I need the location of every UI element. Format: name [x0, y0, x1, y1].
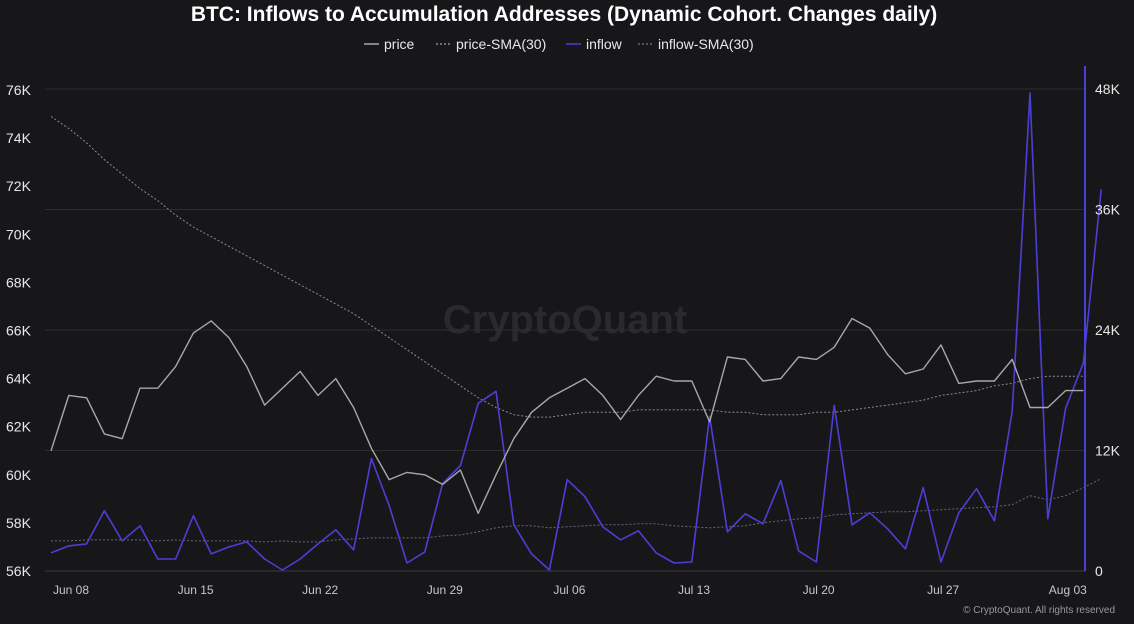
series-line-price — [50, 317, 1084, 514]
series-line-inflow-sma-30 — [51, 478, 1102, 543]
legend-label: inflow — [586, 36, 623, 52]
x-tick-label: Jun 08 — [53, 583, 89, 597]
x-tick-label: Jun 15 — [178, 583, 214, 597]
plot-area — [50, 92, 1102, 571]
x-tick-label: Jun 22 — [302, 583, 338, 597]
legend-label: inflow-SMA(30) — [658, 36, 754, 52]
series-line-inflow — [50, 92, 1102, 571]
x-tick-label: Jul 27 — [927, 583, 959, 597]
legend: price price-SMA(30) inflow inflow-SMA(30) — [364, 36, 754, 52]
y-right-tick-label: 24K — [1095, 322, 1121, 338]
copyright-notice: © CryptoQuant. All rights reserved — [963, 605, 1115, 616]
y-left-tick-label: 66K — [6, 323, 32, 339]
watermark: CryptoQuant — [443, 298, 687, 342]
y-left-tick-label: 72K — [6, 178, 32, 194]
y-right-tick-label: 12K — [1095, 443, 1121, 459]
y-left-tick-label: 64K — [6, 371, 32, 387]
axes: 56K 58K 60K 62K 64K 66K 68K 70K 72K 74K 76K 0 12K 24K… — [6, 66, 1121, 597]
y-left-tick-label: 56K — [6, 563, 32, 579]
y-left-tick-label: 76K — [6, 82, 32, 98]
legend-label: price-SMA(30) — [456, 36, 546, 52]
chart-title: BTC: Inflows to Accumulation Addresses (… — [191, 3, 937, 26]
y-left-tick-label: 74K — [6, 130, 32, 146]
y-left-tick-label: 62K — [6, 419, 32, 435]
y-right-tick-label: 48K — [1095, 81, 1121, 97]
y-right-tick-label: 36K — [1095, 202, 1121, 218]
y-left-tick-label: 70K — [6, 226, 32, 242]
x-tick-label: Jul 06 — [553, 583, 585, 597]
legend-label: price — [384, 36, 415, 52]
x-tick-label: Jul 20 — [803, 583, 835, 597]
x-tick-label: Aug 03 — [1049, 583, 1087, 597]
gridlines — [45, 88, 1085, 451]
y-left-tick-label: 58K — [6, 515, 32, 531]
series-line-price-sma-30 — [50, 116, 1084, 418]
y-left-tick-label: 60K — [6, 467, 32, 483]
y-left-tick-label: 68K — [6, 274, 32, 290]
x-tick-label: Jun 29 — [427, 583, 463, 597]
y-right-tick-label: 0 — [1095, 563, 1103, 579]
x-tick-label: Jul 13 — [678, 583, 710, 597]
